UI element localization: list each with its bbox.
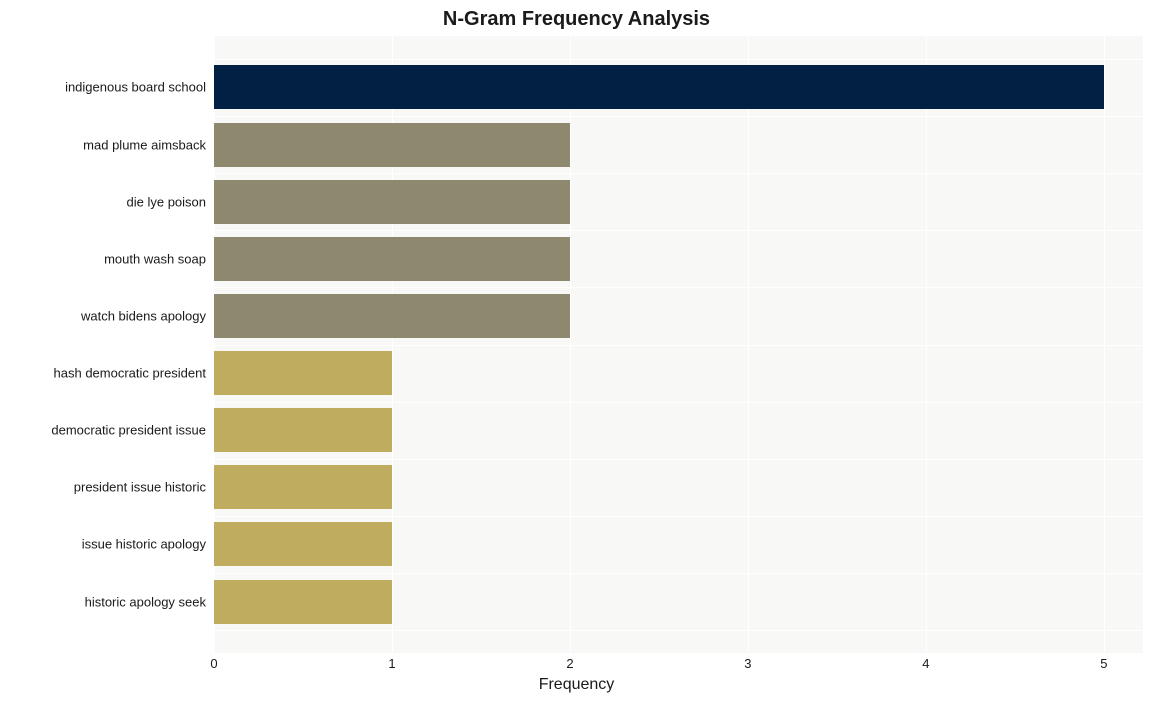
bar xyxy=(214,123,570,167)
x-tick-label: 1 xyxy=(388,656,395,671)
grid-line-horizontal xyxy=(214,402,1143,403)
y-tick-label: mouth wash soap xyxy=(104,251,206,266)
chart-container: N-Gram Frequency Analysis Frequency 0 1 2 3… xyxy=(0,0,1153,701)
grid-line-horizontal xyxy=(214,630,1143,631)
bar xyxy=(214,522,392,566)
x-tick-label: 4 xyxy=(922,656,929,671)
x-tick-label: 5 xyxy=(1100,656,1107,671)
chart-title: N-Gram Frequency Analysis xyxy=(0,8,1153,31)
grid-line-horizontal xyxy=(214,230,1143,231)
x-tick-label: 3 xyxy=(744,656,751,671)
bar xyxy=(214,580,392,624)
grid-line-horizontal xyxy=(214,116,1143,117)
y-tick-label: indigenous board school xyxy=(65,80,206,95)
y-tick-label: watch bidens apology xyxy=(81,308,206,323)
y-tick-label: issue historic apology xyxy=(82,537,206,552)
bar xyxy=(214,351,392,395)
y-tick-label: hash democratic president xyxy=(54,366,206,381)
y-tick-label: die lye poison xyxy=(127,194,207,209)
grid-line-horizontal xyxy=(214,345,1143,346)
x-axis-label: Frequency xyxy=(0,676,1153,694)
grid-line-horizontal xyxy=(214,59,1143,60)
grid-line-horizontal xyxy=(214,287,1143,288)
bar xyxy=(214,65,1104,109)
bar xyxy=(214,294,570,338)
x-tick-label: 2 xyxy=(566,656,573,671)
y-tick-label: historic apology seek xyxy=(85,594,206,609)
bar xyxy=(214,180,570,224)
bar xyxy=(214,408,392,452)
y-tick-label: president issue historic xyxy=(74,480,206,495)
y-tick-label: mad plume aimsback xyxy=(83,137,206,152)
bar xyxy=(214,237,570,281)
grid-line-horizontal xyxy=(214,573,1143,574)
bar xyxy=(214,465,392,509)
grid-line-horizontal xyxy=(214,173,1143,174)
x-tick-label: 0 xyxy=(210,656,217,671)
y-tick-label: democratic president issue xyxy=(51,423,206,438)
grid-line-horizontal xyxy=(214,516,1143,517)
grid-line-horizontal xyxy=(214,459,1143,460)
